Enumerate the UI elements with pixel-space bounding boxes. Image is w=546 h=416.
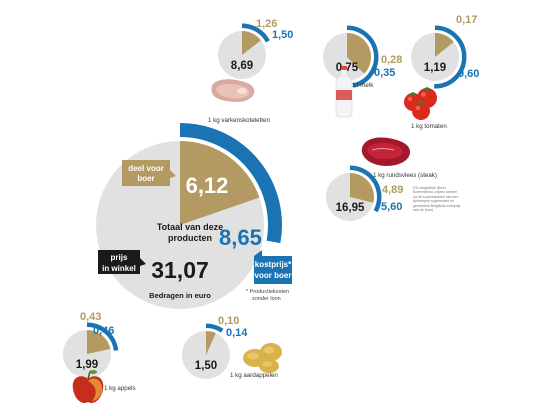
potatoes-icon	[243, 343, 282, 373]
production-cost-arc	[179, 123, 282, 244]
production-cost-arc	[205, 323, 224, 333]
farmer-share-label: 0,43	[80, 311, 101, 323]
store-price-tag	[98, 250, 146, 274]
store-price-tag-line1: prijs	[111, 253, 128, 262]
product-name: 1 kg appels	[104, 385, 136, 392]
farmer-share-slice	[180, 141, 260, 225]
product-chart: 16,95 4,89 5,60 1 kg rundsvlees (steak)	[326, 137, 437, 221]
farmer-share-slice	[435, 33, 454, 57]
production-cost-tag-line1: kostprijs*	[255, 260, 292, 269]
footnote-line1: * Productiekosten	[246, 289, 289, 295]
farmer-share-label: 0,17	[456, 14, 477, 26]
store-price-tag-line2: in winkel	[102, 264, 136, 273]
farmer-share-slice	[206, 331, 216, 355]
farmer-share-slice	[242, 31, 261, 55]
farmer-share-label: 4,89	[382, 184, 403, 196]
product-chart: 1,99 0,43 0,46 1 kg appels	[63, 311, 136, 403]
farmer-share-label: 1,26	[256, 18, 277, 30]
production-cost-arc	[434, 25, 467, 89]
production-cost-arc	[349, 165, 382, 213]
milk-bottle-icon	[335, 66, 353, 118]
total-label-line1: Totaal van deze	[157, 222, 223, 232]
source-note: DS-infografiek (Bron: Boerenbond, prijze…	[413, 186, 461, 213]
product-name: 1 kg rundsvlees (steak)	[373, 172, 437, 179]
store-price-label: 1,50	[195, 360, 217, 372]
unit-label: Bedragen in euro	[149, 291, 211, 300]
product-chart: 8,69 1,261,50 1 kg varkenskoteletten	[208, 18, 293, 124]
production-cost-arc	[86, 322, 119, 351]
store-price-label: 1,99	[76, 359, 98, 371]
farmer-share-tag	[122, 160, 176, 186]
farmer-share-tag-line2: boer	[137, 174, 154, 183]
product-chart: 0,750,280,351 l melk	[323, 25, 402, 118]
total-label-line2: producten	[168, 233, 212, 243]
production-cost-label: 0,60	[458, 68, 479, 80]
pork-chop-icon	[211, 79, 255, 102]
product-name: 1 kg tomaten	[411, 123, 447, 130]
production-cost-label: 0,35	[374, 67, 395, 79]
production-cost-tag-line2: voor boer	[255, 271, 292, 280]
store-price-label: 16,95	[336, 202, 365, 214]
product-chart: 1,19 0,17 0,60 1 kg tomaten	[404, 14, 479, 130]
farmer-share-slice	[350, 173, 374, 203]
production-cost-label: 5,60	[381, 201, 402, 213]
farmer-share-value: 6,12	[186, 173, 229, 198]
production-cost-tag	[254, 250, 292, 284]
apple-icon	[72, 370, 104, 403]
beef-steak-icon	[361, 137, 410, 166]
production-cost-arc	[346, 25, 379, 88]
production-cost-label: 0,14	[226, 327, 248, 339]
product-name: 1 l melk	[352, 82, 374, 89]
farmer-share-label: 0,28	[381, 54, 402, 66]
product-name: 1 kg varkenskoteletten	[208, 117, 270, 124]
product-name: 1 kg aardappelen	[230, 372, 278, 379]
store-price-value: 31,07	[151, 257, 209, 283]
product-charts: 8,691,261,501 kg varkenskoteletten0,750,…	[63, 14, 479, 403]
farmer-share-slice	[87, 330, 111, 354]
store-price-label: 1,19	[424, 62, 446, 74]
production-cost-value: 8,65	[219, 225, 262, 250]
production-cost-label: 1,50	[272, 29, 293, 41]
store-price-label: 8,69	[231, 60, 253, 72]
farmer-share-slice	[347, 33, 372, 74]
product-chart: 1,50 0,100,14 1 kg aardappelen	[182, 315, 282, 379]
production-cost-label: 0,46	[93, 325, 114, 337]
footnote-line2: zonder loon	[252, 296, 281, 302]
production-cost-arc	[241, 23, 270, 43]
farmer-share-label: 0,10	[218, 315, 239, 327]
farmer-share-tag-line1: deel voor	[128, 164, 164, 173]
tomatoes-icon	[404, 87, 437, 120]
